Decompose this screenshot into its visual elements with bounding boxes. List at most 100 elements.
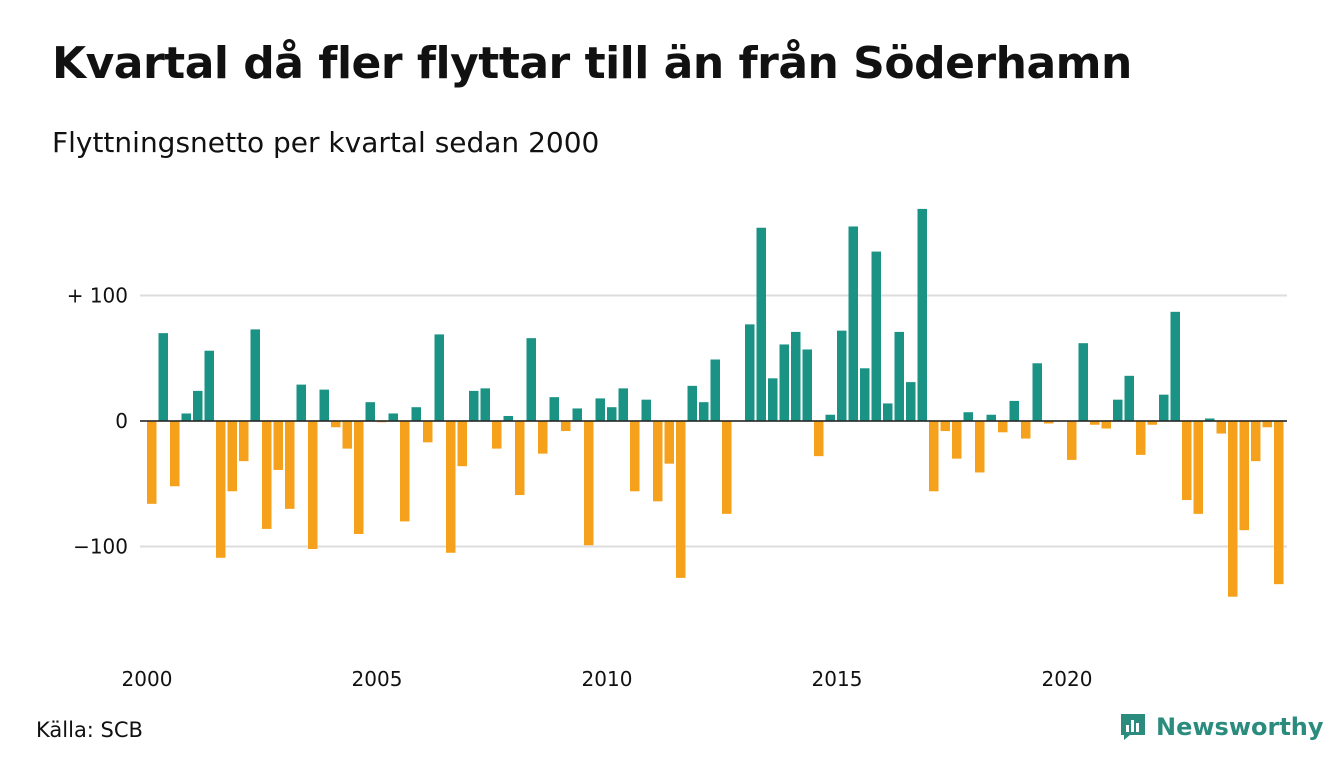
bar-positive [710,359,720,421]
bar-positive [158,333,168,421]
bar-positive [296,384,306,421]
bar-negative [1101,421,1111,429]
bar-negative [400,421,410,522]
bar-chart: + 100 0 −100 2000 2005 2010 2015 2020 [67,208,1287,691]
bar-positive [595,398,605,421]
bar-negative [998,421,1008,433]
bar-negative [1251,421,1261,462]
bar-positive [871,251,881,421]
bar-positive [894,331,904,421]
bar-negative [940,421,950,432]
brand-name: Newsworthy [1156,713,1324,741]
bar-positive [469,390,479,421]
bar-positive [986,414,996,421]
bar-positive [963,412,973,421]
bar-positive [1170,311,1180,421]
bar-negative [929,421,939,492]
x-axis-labels: 2000 2005 2010 2015 2020 [122,667,1093,691]
bar-negative [1262,421,1272,428]
y-tick-label: + 100 [67,284,128,308]
chart-subtitle: Flyttningsnetto per kvartal sedan 2000 [52,126,600,159]
bar-positive [791,331,801,421]
bar-positive [618,388,628,421]
bar-negative [354,421,364,534]
bar-positive [365,402,375,421]
bar-negative [952,421,962,459]
bar-negative [515,421,525,496]
bar-positive [1159,394,1169,421]
source-note: Källa: SCB [36,718,143,742]
bar-positive [802,349,812,421]
bar-negative [262,421,272,529]
bar-positive [411,407,421,421]
bar-positive [1113,399,1123,421]
bar-negative [1239,421,1249,531]
bar-positive [193,390,203,421]
chart-title: Kvartal då fler flyttar till än från Söd… [52,38,1132,89]
bar-positive [480,388,490,421]
bar-negative [423,421,433,443]
bar-positive [1205,418,1215,421]
bar-negative [1090,421,1100,425]
bar-positive [1078,343,1088,421]
y-axis-labels: + 100 0 −100 [67,284,128,559]
bar-negative [722,421,732,514]
brand-logo: Newsworthy [1118,712,1324,742]
bar-negative [1228,421,1238,597]
x-tick-label: 2005 [352,667,403,691]
y-tick-label: 0 [115,409,128,433]
bar-positive [572,408,582,421]
bar-positive [917,208,927,421]
bar-negative [561,421,571,432]
bar-positive [756,227,766,421]
bar-positive [607,407,617,421]
bar-positive [319,389,329,421]
bar-negative [308,421,318,550]
bar-positive [837,330,847,421]
x-tick-label: 2015 [812,667,863,691]
bar-negative [1147,421,1157,425]
bar-positive [204,350,214,421]
bar-positive [434,334,444,421]
bar-negative [630,421,640,492]
bar-positive [549,397,559,421]
bar-positive [745,324,755,421]
bar-negative [170,421,180,487]
bar-positive [768,378,778,421]
bar-positive [503,415,513,421]
bar-negative [1274,421,1284,585]
bar-negative [273,421,283,470]
bar-negative [457,421,467,467]
bar-positive [388,413,398,421]
x-tick-label: 2010 [582,667,633,691]
bar-negative [1044,421,1054,424]
bar-negative [1136,421,1146,455]
bar-negative [676,421,686,578]
bar-negative [147,421,157,504]
bar-positive [1032,363,1042,421]
bar-positive [1009,400,1019,421]
bar-positive [906,382,916,421]
bar-negative [1021,421,1031,439]
bar-positive [860,368,870,421]
bar-positive [779,344,789,421]
bar-negative [1067,421,1077,460]
x-tick-label: 2000 [122,667,173,691]
bar-positive [825,414,835,421]
bar-negative [584,421,594,546]
bar-negative [975,421,985,473]
bar-positive [687,385,697,421]
bar-negative [216,421,226,558]
bar-positive [641,399,651,421]
bar-negative [1193,421,1203,514]
bar-positive [848,226,858,421]
bar-negative [342,421,352,449]
x-tick-label: 2020 [1042,667,1093,691]
bar-negative [285,421,295,509]
bar-negative [814,421,824,457]
bar-negative [538,421,548,454]
y-tick-label: −100 [73,535,128,559]
bar-negative [446,421,456,553]
bar-negative [664,421,674,464]
bar-negative [492,421,502,449]
